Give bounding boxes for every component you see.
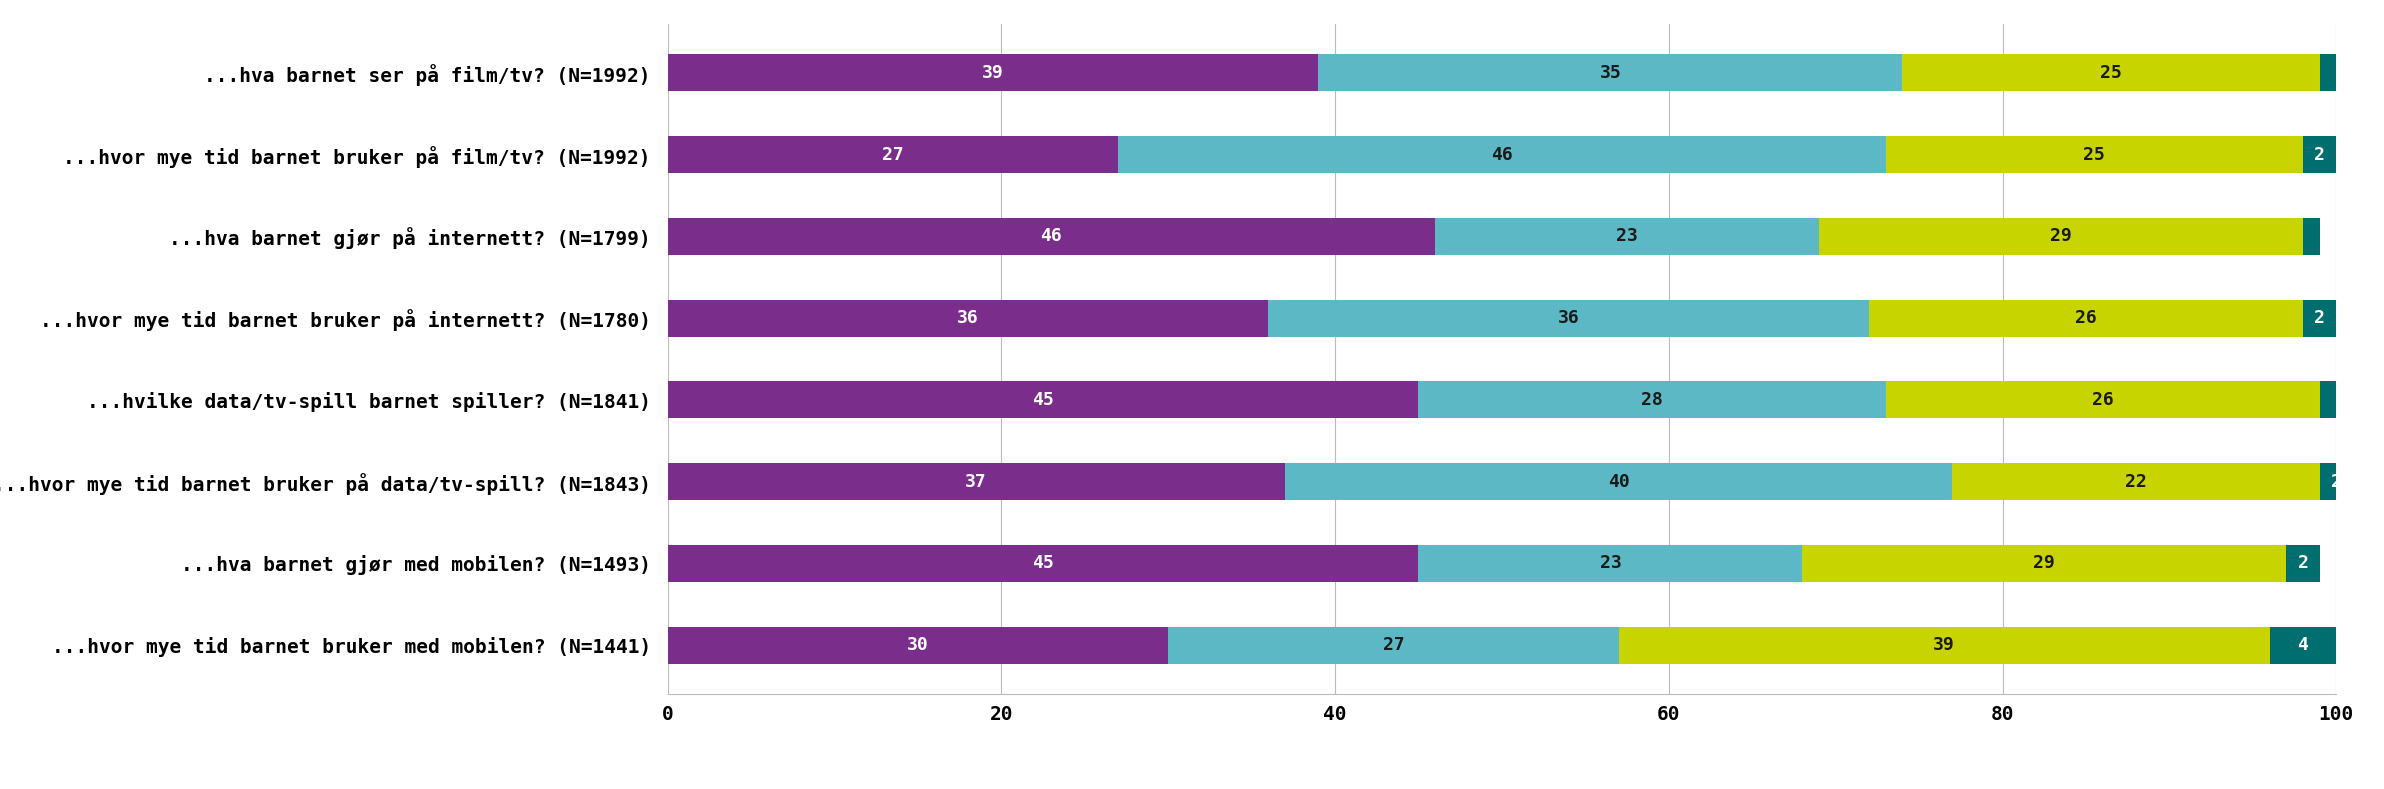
Text: 25: 25: [2084, 145, 2105, 163]
Bar: [1118, 136, 1886, 173]
Bar: [1886, 136, 2303, 173]
Text: 4: 4: [2298, 636, 2308, 654]
Bar: [2320, 382, 2336, 418]
Text: 2: 2: [2315, 145, 2324, 163]
Bar: [1318, 54, 1902, 92]
Text: 29: 29: [2050, 227, 2072, 245]
Bar: [1435, 218, 1819, 255]
Bar: [1418, 545, 1802, 581]
Text: 36: 36: [1557, 309, 1581, 327]
Bar: [2303, 136, 2336, 173]
Text: 27: 27: [1383, 636, 1404, 654]
Bar: [1902, 54, 2320, 92]
Text: 23: 23: [1616, 227, 1638, 245]
Text: 39: 39: [982, 64, 1004, 82]
Text: 36: 36: [956, 309, 980, 327]
Bar: [668, 300, 1268, 336]
Bar: [668, 545, 1418, 581]
Bar: [1869, 300, 2303, 336]
Text: 37: 37: [966, 473, 987, 491]
Text: 45: 45: [1032, 391, 1054, 409]
Text: 46: 46: [1490, 145, 1514, 163]
Text: 2: 2: [2298, 555, 2308, 573]
Text: 46: 46: [1039, 227, 1063, 245]
Bar: [2303, 218, 2320, 255]
Bar: [1886, 382, 2320, 418]
Text: 30: 30: [906, 636, 930, 654]
Text: 22: 22: [2124, 473, 2148, 491]
Text: 2: 2: [2332, 473, 2341, 491]
Bar: [668, 463, 1285, 500]
Bar: [2320, 463, 2353, 500]
Bar: [2303, 300, 2336, 336]
Bar: [668, 626, 1168, 664]
Text: 25: 25: [2100, 64, 2122, 82]
Bar: [2320, 54, 2336, 92]
Text: 2: 2: [2315, 309, 2324, 327]
Text: 26: 26: [2074, 309, 2098, 327]
Text: 35: 35: [1600, 64, 1621, 82]
Bar: [1619, 626, 2270, 664]
Bar: [1168, 626, 1619, 664]
Bar: [668, 54, 1318, 92]
Bar: [1268, 300, 1869, 336]
Text: 39: 39: [1933, 636, 1955, 654]
Text: 29: 29: [2034, 555, 2055, 573]
Text: 28: 28: [1640, 391, 1664, 409]
Bar: [2270, 626, 2336, 664]
Bar: [1952, 463, 2320, 500]
Bar: [668, 136, 1118, 173]
Bar: [1802, 545, 2286, 581]
Text: 45: 45: [1032, 555, 1054, 573]
Bar: [1819, 218, 2303, 255]
Text: 40: 40: [1607, 473, 1631, 491]
Bar: [668, 218, 1435, 255]
Bar: [2286, 545, 2320, 581]
Bar: [1285, 463, 1952, 500]
Text: 23: 23: [1600, 555, 1621, 573]
Bar: [668, 382, 1418, 418]
Text: 27: 27: [882, 145, 904, 163]
Text: 26: 26: [2091, 391, 2115, 409]
Bar: [1418, 382, 1886, 418]
